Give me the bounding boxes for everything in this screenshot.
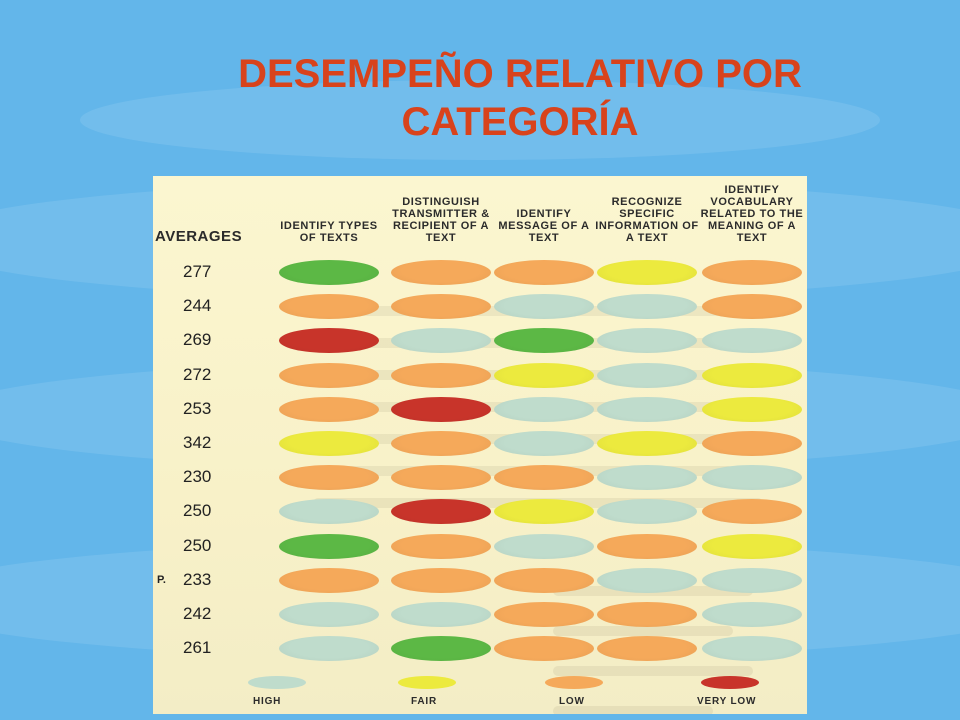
average-value: 233	[183, 569, 212, 589]
performance-dot-high	[702, 636, 802, 662]
performance-dot-low	[494, 260, 594, 285]
performance-dot-low	[391, 567, 491, 593]
performance-dot-low	[279, 362, 379, 388]
performance-dot-low	[391, 533, 491, 559]
average-value: 230	[183, 467, 212, 487]
performance-dot-fair	[597, 260, 697, 285]
performance-dot-high	[391, 328, 491, 354]
performance-dot-fair	[494, 362, 594, 388]
average-value: 342	[183, 433, 212, 452]
performance-dot-high	[597, 328, 697, 354]
legend-label: VERY LOW	[697, 696, 757, 707]
row-prefix-label: P.	[157, 573, 166, 586]
performance-dot-high	[494, 533, 594, 559]
performance-dot-high	[702, 567, 802, 593]
performance-dot-very-low	[391, 499, 491, 525]
performance-dot-fair	[597, 431, 697, 456]
performance-dot-high	[597, 362, 697, 388]
performance-dot-low	[494, 636, 594, 662]
performance-dot-fair	[494, 499, 594, 525]
performance-dot-high	[494, 431, 594, 456]
performance-dot-high-green	[494, 328, 594, 354]
performance-dot-low	[702, 294, 802, 320]
performance-dot-low	[494, 465, 594, 491]
average-value: 269	[183, 330, 212, 350]
slide-title: DESEMPEÑO RELATIVO POR CATEGORÍA	[238, 52, 802, 144]
performance-dot-high	[702, 602, 802, 627]
performance-dot-high	[702, 465, 802, 491]
performance-dot-fair	[702, 533, 802, 559]
legend-swatch-very-low	[701, 676, 759, 689]
performance-dot-high	[597, 499, 697, 525]
performance-dot-high-green	[279, 260, 379, 285]
performance-dot-very-low	[391, 396, 491, 422]
average-value: 244	[183, 296, 212, 316]
average-value: 277	[183, 262, 212, 281]
average-value: 261	[183, 638, 212, 658]
performance-dot-very-low	[279, 328, 379, 354]
legend-label: HIGH	[253, 696, 282, 707]
performance-chart: AVERAGES IDENTIFY TYPES OF TEXTS DISTING…	[153, 176, 807, 714]
average-value: 250	[183, 535, 212, 555]
performance-dot-low	[702, 499, 802, 525]
average-value: 253	[183, 398, 212, 418]
performance-dot-low	[702, 260, 802, 285]
performance-dot-low	[391, 260, 491, 285]
performance-dot-low	[702, 431, 802, 456]
performance-dot-low	[279, 465, 379, 491]
performance-dot-low	[391, 431, 491, 456]
performance-dot-low	[279, 567, 379, 593]
performance-dot-high-green	[391, 636, 491, 662]
column-header-message: IDENTIFY MESSAGE OF A TEXT	[498, 208, 590, 244]
performance-dot-high	[279, 636, 379, 662]
performance-dot-low	[597, 533, 697, 559]
performance-dot-high	[279, 499, 379, 525]
column-header-vocabulary: IDENTIFY VOCABULARY RELATED TO THE MEANI…	[700, 184, 804, 244]
legend-swatch-high	[248, 676, 306, 689]
performance-dot-low	[279, 294, 379, 320]
performance-dot-high-green	[279, 533, 379, 559]
performance-dot-fair	[279, 431, 379, 456]
column-header-types-of-texts: IDENTIFY TYPES OF TEXTS	[280, 220, 378, 244]
performance-dot-high	[391, 602, 491, 627]
average-value: 272	[183, 364, 212, 384]
performance-dot-fair	[702, 362, 802, 388]
performance-dot-low	[279, 396, 379, 422]
performance-dot-high	[702, 328, 802, 354]
performance-dot-low	[597, 602, 697, 627]
performance-dot-fair	[702, 396, 802, 422]
performance-dot-low	[494, 567, 594, 593]
legend-label: FAIR	[411, 696, 437, 707]
legend-swatch-low	[545, 676, 603, 689]
performance-dot-high	[597, 465, 697, 491]
performance-dot-high	[597, 294, 697, 320]
legend-swatch-fair	[398, 676, 456, 689]
column-header-specific-information: RECOGNIZE SPECIFIC INFORMATION OF A TEXT	[595, 196, 699, 244]
column-header-transmitter-recipient: DISTINGUISH TRANSMITTER & RECIPIENT OF A…	[392, 196, 490, 244]
averages-label: AVERAGES	[155, 228, 243, 245]
performance-dot-high	[494, 294, 594, 320]
performance-dot-low	[597, 636, 697, 662]
performance-dot-low	[494, 602, 594, 627]
performance-dot-high	[494, 396, 594, 422]
performance-dot-high	[597, 396, 697, 422]
performance-dot-low	[391, 294, 491, 320]
performance-dot-low	[391, 362, 491, 388]
legend-label: LOW	[559, 696, 585, 707]
performance-dot-high	[279, 602, 379, 627]
performance-dot-high	[597, 567, 697, 593]
performance-dot-low	[391, 465, 491, 491]
average-value: 242	[183, 604, 212, 623]
average-value: 250	[183, 501, 212, 521]
